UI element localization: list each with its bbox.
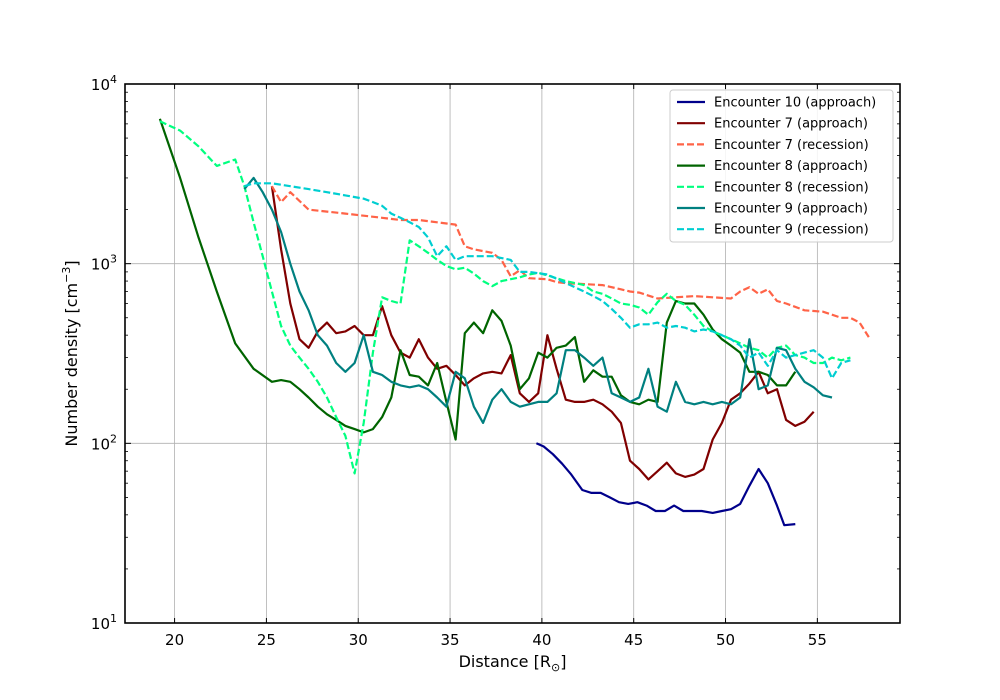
- y-axis-label-end: ]: [62, 260, 81, 266]
- legend-label: Encounter 9 (recession): [714, 223, 869, 238]
- x-tick-label: 30: [349, 631, 368, 649]
- y-tick-label: 103: [91, 253, 117, 274]
- x-tick-label: 50: [716, 631, 735, 649]
- x-tick-label: 55: [808, 631, 827, 649]
- x-axis-label-end: ]: [560, 652, 566, 671]
- series-line-2: [270, 186, 815, 481]
- legend-box: [669, 89, 894, 243]
- plot-frame: [124, 83, 901, 624]
- x-tick-label: 25: [257, 631, 276, 649]
- series-line-5: [159, 120, 851, 475]
- y-tick-label: 104: [91, 73, 117, 94]
- legend-label: Encounter 7 (approach): [714, 117, 868, 132]
- series-line-4: [158, 118, 797, 441]
- series-line-6: [243, 176, 833, 424]
- legend-label: Encounter 7 (recession): [714, 138, 869, 153]
- series-line-7: [244, 182, 851, 380]
- series-lines: [158, 118, 870, 527]
- axis-ticks: 20 25 30 35 40 45 50 55 101 102 103 104: [91, 73, 900, 649]
- y-tick-label: 101: [91, 612, 117, 633]
- y-axis-label: Number density [cm−3]: [60, 260, 81, 446]
- x-tick-label: 40: [532, 631, 551, 649]
- legend-label: Encounter 8 (approach): [714, 159, 868, 174]
- x-tick-label: 35: [441, 631, 460, 649]
- y-tick-label: 102: [91, 432, 117, 453]
- legend-label: Encounter 9 (approach): [714, 202, 868, 217]
- legend: Encounter 10 (approach) Encounter 7 (appr…: [669, 89, 894, 243]
- legend-label: Encounter 10 (approach): [714, 96, 876, 111]
- x-tick-label: 45: [624, 631, 643, 649]
- legend-label: Encounter 8 (recession): [714, 180, 869, 195]
- x-axis-label: Distance [R⊙]: [459, 652, 567, 674]
- y-axis-label-sup: −3: [60, 267, 73, 283]
- x-tick-label: 20: [165, 631, 184, 649]
- x-axis-label-sub: ⊙: [551, 661, 560, 674]
- series-line-1: [535, 442, 796, 527]
